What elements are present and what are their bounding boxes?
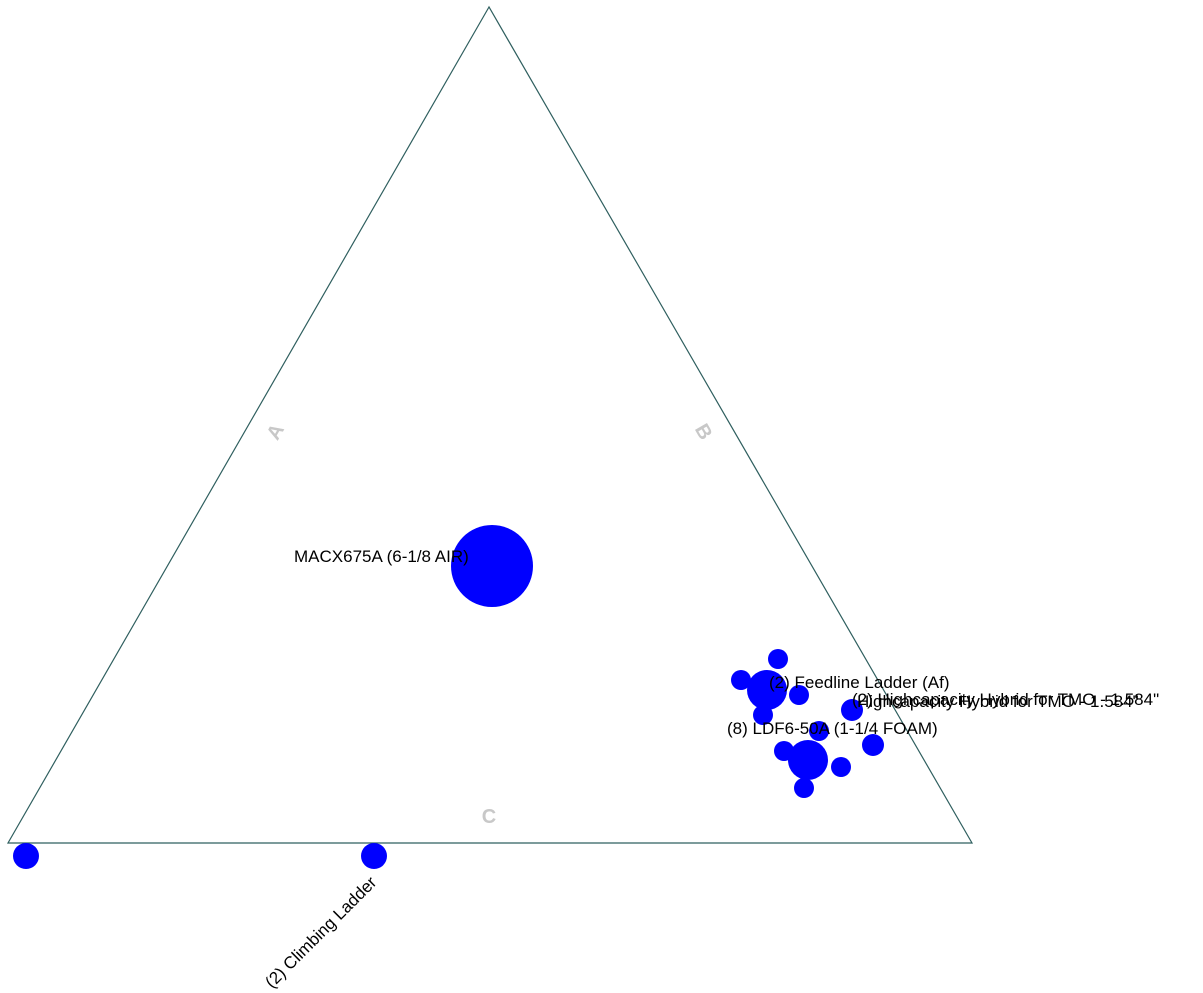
hybrid-label: Highcapacity Hybrid for TMO - 1.584": [857, 692, 1139, 711]
ldf6-marker: [809, 721, 829, 741]
ldf6-label: (8) LDF6-50A (1-1/4 FOAM): [727, 719, 938, 738]
feedline-ladder-marker: [753, 705, 773, 725]
feedline-ladder-marker: [747, 670, 787, 710]
feedline-ladder-marker: [731, 670, 751, 690]
climbing-ladder-label: (2) Climbing Ladder: [261, 873, 380, 992]
feedline-ladder-marker: [768, 649, 788, 669]
climbing-ladder-marker: [361, 843, 387, 869]
axis-c-label: C: [482, 806, 496, 828]
ldf6-marker: [788, 740, 828, 780]
climbing-ladder-marker: [13, 843, 39, 869]
ldf6-marker: [831, 757, 851, 777]
feedline-ladder-marker: [789, 685, 809, 705]
hybrid-label: (2) Highcapacity Hybrid for TMO - 1.584": [852, 690, 1159, 709]
hybrid-marker: [841, 699, 863, 721]
ldf6-marker: [774, 741, 794, 761]
hybrid-marker: [862, 734, 884, 756]
ldf6-marker: [794, 778, 814, 798]
ternary-triangle: [6, 5, 974, 844]
feedline-ladder-label: (2) Feedline Ladder (Af): [769, 673, 949, 692]
macx675a-label: MACX675A (6-1/8 AIR): [294, 547, 469, 566]
axis-b-label: B: [690, 420, 716, 444]
macx675a-marker: [451, 525, 533, 607]
axis-a-label: A: [263, 420, 289, 444]
